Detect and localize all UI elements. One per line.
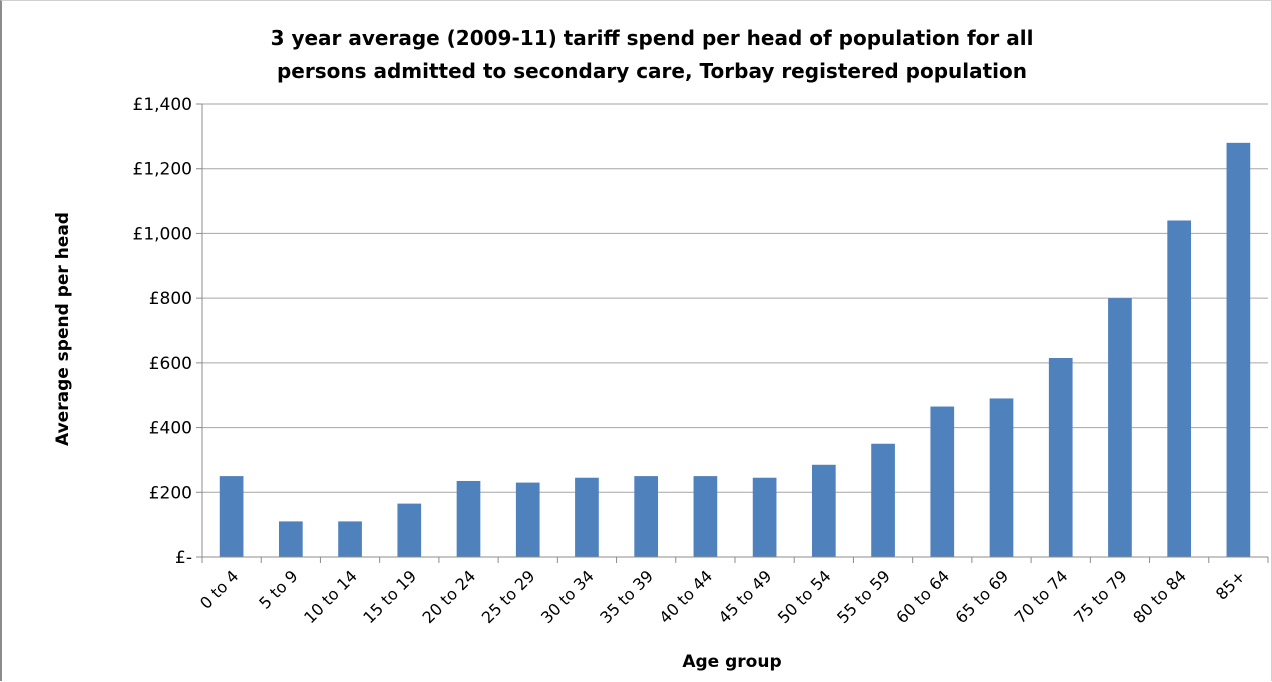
- bar: [811, 464, 836, 557]
- x-tick-label: 20 to 24: [419, 566, 480, 627]
- x-tick-label: 60 to 64: [892, 566, 953, 627]
- bar: [1108, 298, 1132, 557]
- x-tick-label: 25 to 29: [478, 566, 539, 627]
- x-tick-label: 40 to 44: [655, 566, 716, 627]
- bar: [752, 477, 777, 557]
- bar: [989, 398, 1014, 557]
- axes: [196, 103, 1269, 563]
- bar: [930, 406, 955, 557]
- bar: [1048, 358, 1073, 557]
- x-tick-label: 35 to 39: [596, 566, 657, 627]
- y-tick-label: £-: [175, 548, 192, 568]
- bar: [456, 480, 481, 557]
- x-axis-title: Age group: [682, 652, 781, 672]
- bar: [397, 503, 422, 557]
- bar: [515, 482, 540, 557]
- x-tick-label: 75 to 79: [1070, 566, 1131, 627]
- bar: [219, 476, 244, 557]
- y-tick-label: £200: [149, 483, 192, 503]
- y-axis-title: Average spend per head: [53, 212, 73, 446]
- bars: [219, 142, 1251, 558]
- y-tick-label: £1,000: [133, 224, 192, 244]
- x-tick-label: 65 to 69: [952, 566, 1013, 627]
- x-tick-label: 15 to 19: [359, 566, 420, 627]
- y-tick-label: £600: [149, 354, 192, 374]
- bar: [1226, 142, 1251, 558]
- bar: [693, 476, 718, 557]
- x-tick-label: 80 to 84: [1129, 566, 1190, 627]
- x-tick-label: 45 to 49: [715, 566, 776, 627]
- bar: [338, 521, 362, 557]
- y-tick-label: £400: [149, 419, 192, 439]
- x-tick-label: 5 to 9: [255, 566, 301, 612]
- bar: [278, 521, 303, 557]
- chart-title-line-1: 3 year average (2009-11) tariff spend pe…: [271, 26, 1034, 50]
- x-tick-label: 50 to 54: [774, 566, 835, 627]
- bar: [634, 476, 659, 557]
- y-tick-labels: £- £200 £400 £600 £800 £1,000 £1,200 £1,400: [133, 95, 192, 568]
- y-tick-label: £1,200: [133, 160, 192, 180]
- chart-title-line-2: persons admitted to secondary care, Torb…: [277, 59, 1027, 83]
- x-tick-label: 55 to 59: [833, 566, 894, 627]
- x-tick-label: 70 to 74: [1011, 566, 1072, 627]
- x-tick-label: 85+: [1212, 566, 1249, 603]
- bar: [575, 477, 599, 557]
- y-tick-label: £1,400: [133, 95, 192, 115]
- gridlines: [202, 103, 1268, 493]
- bar: [1167, 220, 1192, 557]
- y-tick-label: £800: [149, 289, 192, 309]
- bar: [871, 443, 895, 557]
- x-tick-label: 30 to 34: [537, 566, 598, 627]
- x-tick-label: 10 to 14: [300, 566, 361, 627]
- x-tick-label: 0 to 4: [196, 566, 242, 612]
